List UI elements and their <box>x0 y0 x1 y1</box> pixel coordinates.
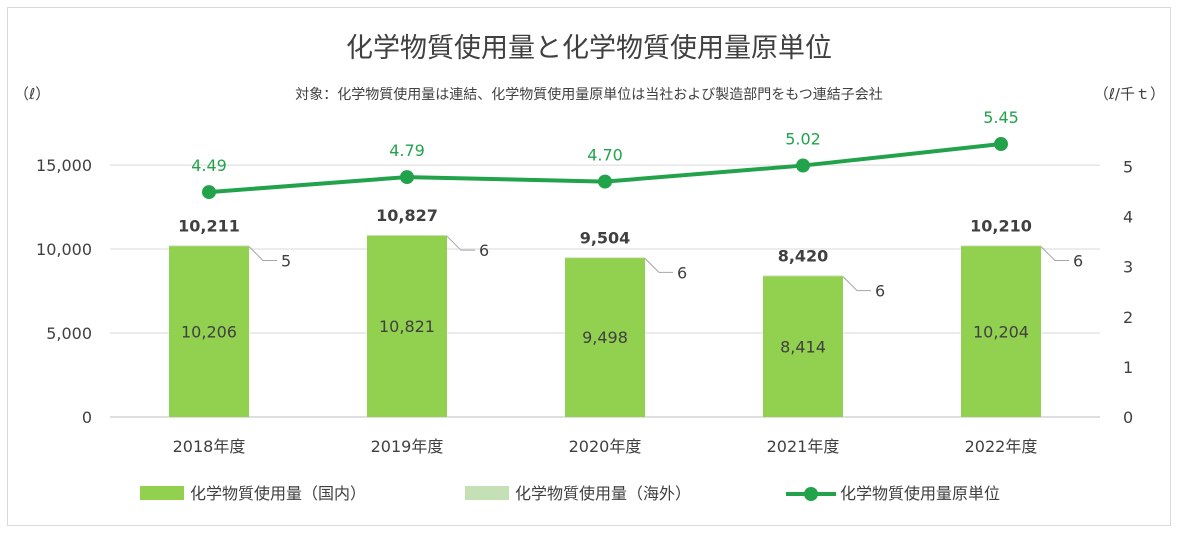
right-tick-label: 4 <box>1123 208 1133 227</box>
right-tick-label: 5 <box>1123 158 1133 177</box>
legend-label-overseas: 化学物質使用量（海外） <box>515 484 691 503</box>
right-tick-label: 2 <box>1123 308 1133 327</box>
left-axis-unit: （ℓ） <box>14 85 50 103</box>
left-tick-label: 15,000 <box>36 156 92 175</box>
legend-swatch-domestic <box>140 486 184 500</box>
data-labels: 10,206 10,211 5 10,821 10,827 6 9,498 9,504 6 8,4… <box>178 108 1083 356</box>
data-label-domestic: 10,821 <box>379 317 435 336</box>
data-label-overseas: 6 <box>677 263 687 282</box>
right-tick-label: 0 <box>1123 408 1133 427</box>
right-tick-label: 1 <box>1123 358 1133 377</box>
legend-label-ratio: 化学物質使用量原単位 <box>840 484 1000 503</box>
data-label-ratio: 4.49 <box>191 156 227 175</box>
data-label-domestic: 10,204 <box>973 322 1029 341</box>
left-tick-label: 5,000 <box>46 324 92 343</box>
data-label-ratio: 4.70 <box>587 146 623 165</box>
category-label: 2021年度 <box>767 437 840 456</box>
legend-swatch-overseas <box>465 486 509 500</box>
data-label-domestic: 10,206 <box>181 322 237 341</box>
data-label-domestic: 9,498 <box>582 328 628 347</box>
leader-line <box>1040 246 1069 262</box>
data-label-total: 10,827 <box>376 206 438 225</box>
data-label-overseas: 5 <box>281 252 291 271</box>
data-label-domestic: 8,414 <box>780 337 826 356</box>
bars <box>169 235 1041 417</box>
leader-line <box>446 235 475 251</box>
right-axis-unit: （ℓ/千ｔ） <box>1094 85 1165 103</box>
ratio-point <box>598 174 612 189</box>
data-label-total: 10,210 <box>970 217 1032 236</box>
ratio-line <box>202 137 1008 200</box>
chart-subtitle: 対象：化学物質使用量は連結、化学物質使用量原単位は当社および製造部門をもつ連結子… <box>295 86 882 103</box>
data-label-ratio: 5.45 <box>983 108 1019 127</box>
bar-domestic <box>565 257 645 417</box>
chart-title: 化学物質使用量と化学物質使用量原単位 <box>346 33 832 64</box>
data-label-total: 10,211 <box>178 217 240 236</box>
data-label-ratio: 4.79 <box>389 141 425 160</box>
leader-line <box>644 258 673 273</box>
right-tick-label: 3 <box>1123 258 1133 277</box>
axes: 0 5,000 10,000 15,000 0 1 2 3 4 5 2018年度 2019年度 2020… <box>36 156 1133 456</box>
bar-domestic <box>169 245 249 417</box>
bar-overseas <box>565 257 645 259</box>
data-label-ratio: 5.02 <box>785 130 821 149</box>
bar-domestic <box>763 275 843 417</box>
bar-overseas <box>367 235 447 236</box>
bar-overseas <box>763 275 843 277</box>
data-label-total: 8,420 <box>778 247 829 266</box>
left-tick-label: 10,000 <box>36 240 92 259</box>
category-label: 2020年度 <box>569 437 642 456</box>
category-label: 2022年度 <box>965 437 1038 456</box>
data-label-overseas: 6 <box>479 241 489 260</box>
left-tick-label: 0 <box>82 408 92 427</box>
bar-overseas <box>169 245 249 247</box>
ratio-point <box>796 158 810 173</box>
ratio-point <box>202 185 216 200</box>
leader-line <box>842 276 871 292</box>
data-label-overseas: 6 <box>875 282 885 301</box>
data-label-total: 9,504 <box>580 228 631 247</box>
legend-marker-ratio <box>804 487 818 501</box>
bar-domestic <box>961 245 1041 417</box>
data-label-overseas: 6 <box>1073 252 1083 271</box>
bar-overseas <box>961 245 1041 247</box>
ratio-point <box>400 170 414 185</box>
legend: 化学物質使用量（国内） 化学物質使用量（海外） 化学物質使用量原単位 <box>140 484 1000 503</box>
category-label: 2018年度 <box>173 437 246 456</box>
ratio-point <box>994 137 1008 152</box>
leader-line <box>248 246 277 262</box>
category-label: 2019年度 <box>371 437 444 456</box>
legend-label-domestic: 化学物質使用量（国内） <box>190 484 366 503</box>
bar-domestic <box>367 235 447 417</box>
